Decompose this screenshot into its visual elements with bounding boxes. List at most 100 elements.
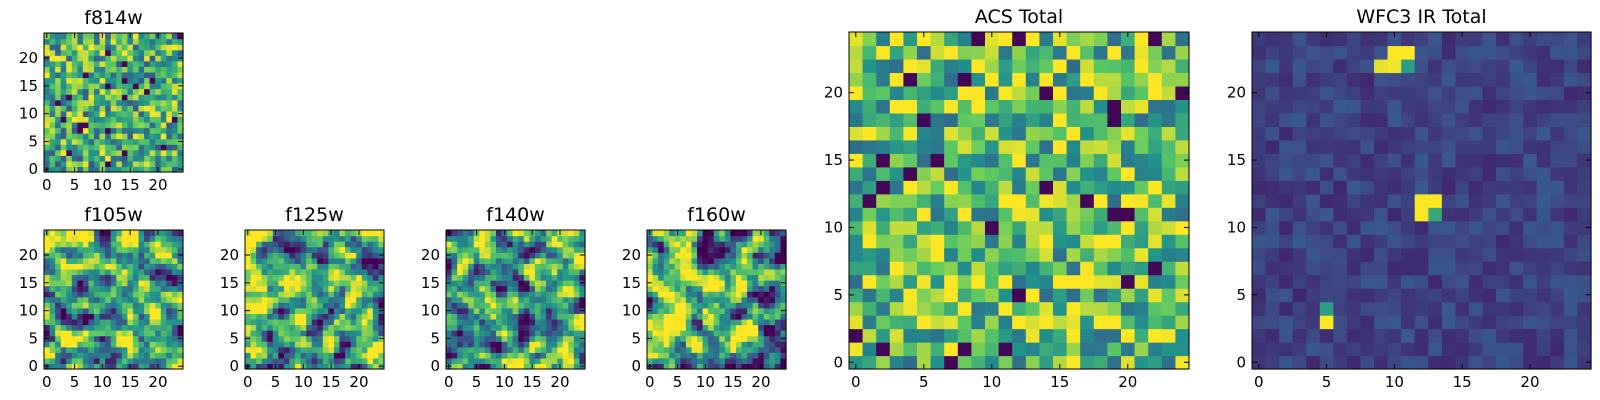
heatmap-cell (724, 352, 731, 359)
heatmap-cell (1306, 274, 1321, 289)
heatmap-cell (171, 313, 179, 320)
heatmap-cell (1175, 220, 1190, 235)
heatmap-cell (534, 268, 542, 276)
heatmap-cell (1577, 153, 1592, 168)
heatmap-cell (1482, 85, 1497, 100)
heatmap-cell (1428, 261, 1443, 276)
heatmap-cell (708, 291, 715, 298)
heatmap-cell (669, 296, 676, 303)
heatmap-cell (127, 94, 134, 101)
heatmap-cell (256, 241, 263, 248)
heatmap-cell (1563, 72, 1579, 87)
heatmap-cell (138, 94, 145, 101)
heatmap-cell (985, 99, 1000, 114)
heatmap-cell (339, 302, 346, 309)
heatmap-cell (160, 77, 167, 84)
heatmap-cell (462, 235, 469, 242)
heatmap-cell (367, 291, 374, 298)
heatmap-cell (1401, 58, 1416, 74)
heatmap-cell (116, 268, 123, 276)
heatmap-cell (769, 357, 776, 365)
heatmap-cell (339, 235, 346, 242)
heatmap-cell (573, 291, 581, 298)
heatmap-cell (372, 302, 380, 309)
heatmap-cell (1093, 166, 1108, 181)
heatmap-cell (496, 268, 503, 276)
heatmap-cell (529, 274, 536, 281)
heatmap-cell (149, 335, 156, 342)
heatmap-cell (876, 45, 891, 60)
heatmap-cell (94, 155, 101, 162)
heatmap-cell (132, 88, 140, 95)
heatmap-cell (166, 285, 173, 292)
heatmap-cell (1292, 112, 1307, 127)
heatmap-cell (144, 313, 151, 320)
heatmap-cell (484, 341, 492, 348)
heatmap-cell (278, 280, 285, 287)
heatmap-cell (457, 263, 464, 270)
heatmap-cell (479, 296, 486, 303)
heatmap-cell (451, 246, 458, 253)
heatmap-cell (77, 246, 84, 253)
heatmap-cell (311, 291, 318, 298)
heatmap-cell (446, 318, 453, 326)
heatmap-cell (1468, 112, 1484, 127)
heatmap-cell (306, 324, 313, 331)
heatmap-cell (985, 288, 1000, 303)
heatmap-cell (702, 307, 709, 314)
heatmap-cell (1455, 234, 1470, 249)
heatmap-cell (468, 230, 475, 237)
heatmap-cell (149, 105, 156, 112)
heatmap-cell (998, 85, 1013, 100)
heatmap-cell (44, 346, 51, 353)
heatmap-cell (724, 296, 731, 303)
heatmap-cell (77, 324, 84, 331)
heatmap-cell (261, 324, 268, 331)
heatmap-cell (44, 341, 51, 348)
heatmap-cell (889, 193, 904, 208)
heatmap-cell (518, 302, 525, 309)
heatmap-cell (1428, 139, 1443, 154)
heatmap-cell (300, 296, 307, 303)
heatmap-cell (160, 357, 167, 365)
heatmap-cell (1536, 58, 1551, 74)
heatmap-cell (60, 268, 67, 276)
heatmap-cell (60, 341, 67, 348)
heatmap-cell (116, 121, 123, 129)
heatmap-cell (55, 241, 62, 248)
heatmap-cell (1279, 45, 1294, 60)
heatmap-cell (110, 274, 117, 281)
heatmap-cell (177, 285, 184, 292)
heatmap-cell (652, 263, 659, 270)
heatmap-cell (1093, 207, 1108, 222)
heatmap-cell (713, 257, 720, 264)
heatmap-cell (1175, 288, 1190, 303)
heatmap-cell (652, 268, 659, 276)
heatmap-cell (518, 252, 525, 259)
heatmap-cell (82, 296, 90, 303)
heatmap-cell (49, 246, 56, 253)
heatmap-cell (462, 307, 469, 314)
heatmap-cell (1441, 99, 1456, 114)
heatmap-cell (1374, 139, 1389, 154)
heatmap-cell (166, 55, 173, 62)
heatmap-cell (573, 352, 581, 359)
heatmap-cell (1292, 247, 1307, 262)
heatmap-cell (171, 105, 179, 112)
heatmap-cell (780, 357, 787, 365)
heatmap-cell (747, 280, 754, 287)
heatmap-cell (1025, 153, 1040, 168)
heatmap-cell (1482, 274, 1497, 289)
heatmap-cell (361, 330, 368, 337)
heatmap-cell (484, 335, 492, 342)
heatmap-cell (132, 263, 140, 270)
heatmap-cell (132, 296, 140, 303)
heatmap-cell (1536, 99, 1551, 114)
heatmap-cell (971, 247, 986, 262)
heatmap-cell (1265, 261, 1280, 276)
heatmap-cell (669, 285, 676, 292)
heatmap-cell (1333, 342, 1348, 357)
heatmap-cell (540, 357, 547, 365)
heatmap-cell (1134, 207, 1149, 222)
heatmap-cell (512, 318, 519, 326)
